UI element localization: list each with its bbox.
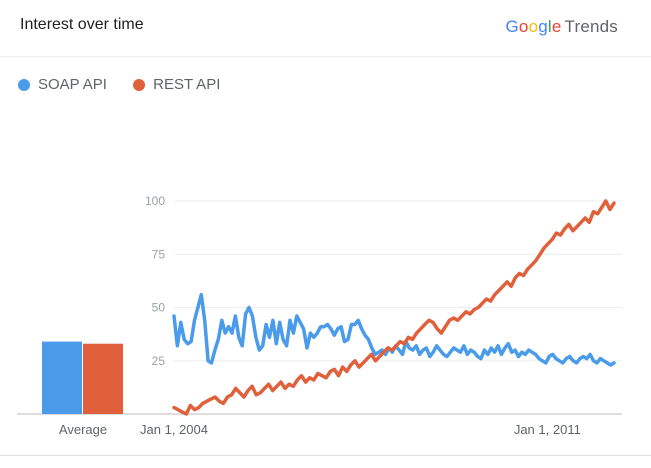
- legend: SOAP API REST API: [18, 76, 242, 95]
- google-trends-logo[interactable]: Google Trends: [505, 17, 618, 37]
- chart-title: Interest over time: [20, 16, 144, 33]
- legend-item-soap[interactable]: SOAP API: [18, 76, 107, 93]
- y-tick-label: 100: [145, 194, 165, 208]
- google-letter: e: [551, 17, 562, 36]
- series-line-rest: [172, 199, 616, 416]
- legend-label-soap: SOAP API: [38, 76, 107, 93]
- google-wordmark: Google: [505, 17, 561, 36]
- soap-color-dot: [18, 78, 30, 91]
- x-tick-label: Jan 1, 2011: [514, 422, 581, 437]
- trends-wordmark: Trends: [564, 17, 618, 36]
- rest-color-dot: [133, 78, 146, 91]
- google-letter: o: [518, 17, 529, 36]
- card-divider: [0, 455, 651, 456]
- average-bar: [42, 341, 82, 414]
- y-tick-label: 25: [152, 354, 166, 368]
- average-label: Average: [59, 422, 107, 437]
- legend-label-rest: REST API: [153, 76, 221, 93]
- google-letter: G: [505, 17, 519, 36]
- x-tick-label: Jan 1, 2004: [140, 422, 208, 437]
- series-line-soap: [172, 292, 616, 367]
- y-tick-label: 50: [152, 301, 166, 315]
- google-letter: l: [547, 17, 552, 36]
- google-letter: g: [538, 17, 548, 36]
- legend-item-rest[interactable]: REST API: [133, 76, 220, 93]
- y-tick-label: 75: [152, 247, 166, 261]
- google-letter: o: [528, 17, 539, 36]
- card-header: Interest over time Google Trends: [0, 0, 651, 57]
- average-bar: [83, 343, 123, 414]
